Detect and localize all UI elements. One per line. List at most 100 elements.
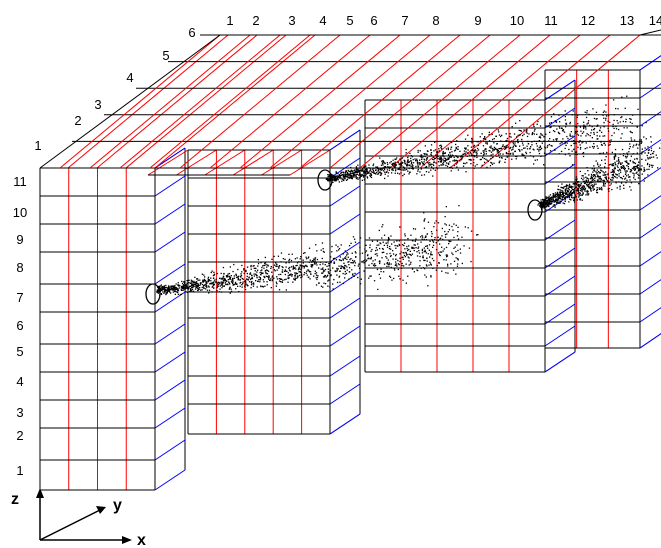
- plume-1-particle: [318, 282, 320, 284]
- plume-1-particle: [350, 277, 353, 279]
- plume-3-particle: [619, 168, 621, 170]
- plume-1-particle: [370, 250, 372, 252]
- plume-2-particle: [426, 157, 428, 159]
- plume-3-particle: [611, 164, 613, 166]
- plume-2-particle: [423, 158, 425, 160]
- plume-2-particle: [558, 125, 560, 128]
- plume-3-particle: [621, 166, 624, 169]
- plume-2-particle: [476, 154, 478, 156]
- plume-3-particle: [587, 181, 589, 183]
- plume-1-particle: [455, 224, 457, 226]
- plume-2-particle: [409, 152, 411, 155]
- plume-2-particle: [455, 146, 457, 149]
- plume-1-particle: [351, 274, 354, 276]
- plume-2-particle: [356, 177, 358, 179]
- plume-1-particle: [398, 244, 401, 247]
- plume-3-particle: [554, 192, 557, 194]
- plume-2-particle: [572, 140, 575, 142]
- plume-3-particle: [557, 198, 560, 200]
- plume-3-particle: [587, 180, 589, 182]
- plume-1-particle: [219, 288, 221, 290]
- plume-3-particle: [653, 151, 655, 153]
- plume-3-particle: [538, 203, 540, 205]
- plume-3-particle: [622, 155, 625, 157]
- plume-1-particle: [315, 284, 318, 286]
- plume-3-particle: [558, 195, 560, 197]
- plume-2-particle: [624, 107, 626, 109]
- plume-1-particle: [339, 259, 341, 261]
- plume-3-particle: [636, 157, 638, 160]
- plume-2-particle: [575, 151, 577, 153]
- plume-3-particle: [643, 169, 646, 171]
- plume-3-particle: [544, 199, 547, 201]
- plume-3-particle: [562, 190, 564, 192]
- plume-1-particle: [265, 272, 267, 275]
- plume-3-particle: [578, 185, 580, 187]
- plume-1-particle: [334, 257, 336, 260]
- plume-1-particle: [204, 279, 207, 282]
- plume-1-particle: [237, 278, 240, 280]
- plume-1-particle: [365, 260, 367, 263]
- plume-2-particle: [506, 144, 508, 147]
- plume-2-particle: [577, 146, 579, 148]
- plume-3-particle: [592, 179, 594, 182]
- plume-1-particle: [165, 292, 167, 294]
- plume-3-particle: [587, 185, 589, 188]
- plume-2-particle: [507, 155, 510, 157]
- plume-2-particle: [473, 159, 475, 161]
- plume-2-particle: [345, 174, 347, 176]
- plume-1-particle: [324, 283, 327, 285]
- plume-3-particle: [576, 199, 578, 201]
- plume-3-particle: [597, 176, 600, 178]
- plume-2-particle: [396, 157, 398, 159]
- plume-2-particle: [418, 162, 420, 164]
- plume-2-particle: [473, 151, 475, 153]
- plume-2-particle: [346, 178, 349, 181]
- plume-1-particle: [441, 246, 443, 248]
- plume-1-particle: [185, 287, 187, 289]
- plume-1-particle: [335, 244, 337, 246]
- plume-2-particle: [558, 114, 560, 116]
- plume-2-particle: [355, 166, 358, 168]
- plume-1-particle: [174, 293, 176, 295]
- plume-2-particle: [496, 143, 498, 145]
- plume-1-particle: [239, 275, 241, 278]
- plume-3-particle: [592, 181, 594, 183]
- plume-1-particle: [439, 238, 441, 240]
- plume-2-particle: [445, 164, 447, 167]
- plume-1-particle: [376, 253, 378, 255]
- plume-1-particle: [213, 273, 216, 275]
- plume-2-particle: [411, 166, 414, 168]
- plume-2-particle: [355, 171, 357, 174]
- plume-2-particle: [395, 169, 397, 171]
- plume-1-particle: [407, 275, 409, 277]
- plume-1-particle: [244, 279, 247, 282]
- plume-2-particle: [505, 133, 507, 135]
- step-d-side-depth-line: [639, 111, 661, 127]
- plume-2-particle: [335, 180, 337, 182]
- plume-2-particle: [481, 164, 483, 167]
- plume-2-particle: [388, 167, 391, 169]
- plume-2-particle: [388, 169, 391, 171]
- plume-1-particle: [359, 237, 362, 239]
- plume-1-particle: [175, 286, 177, 289]
- plume-3-particle: [634, 162, 637, 165]
- plume-2-particle: [407, 161, 409, 163]
- plume-1-particle: [322, 276, 325, 278]
- plume-1-particle: [203, 274, 205, 276]
- plume-2-particle: [351, 170, 354, 173]
- plume-1-particle: [432, 240, 434, 242]
- plume-2-particle: [369, 170, 371, 172]
- plume-3-particle: [627, 174, 629, 176]
- plume-1-particle: [383, 234, 386, 236]
- plume-1-particle: [348, 245, 351, 247]
- plume-1-particle: [353, 260, 356, 262]
- plume-1-particle: [391, 279, 393, 281]
- plume-3-particle: [554, 195, 556, 197]
- plume-1-particle: [426, 257, 428, 259]
- plume-3-particle: [647, 162, 649, 165]
- plume-3-particle: [614, 163, 617, 165]
- plume-2-particle: [457, 169, 459, 171]
- plume-1-particle: [229, 266, 231, 268]
- plume-1-particle: [402, 244, 404, 246]
